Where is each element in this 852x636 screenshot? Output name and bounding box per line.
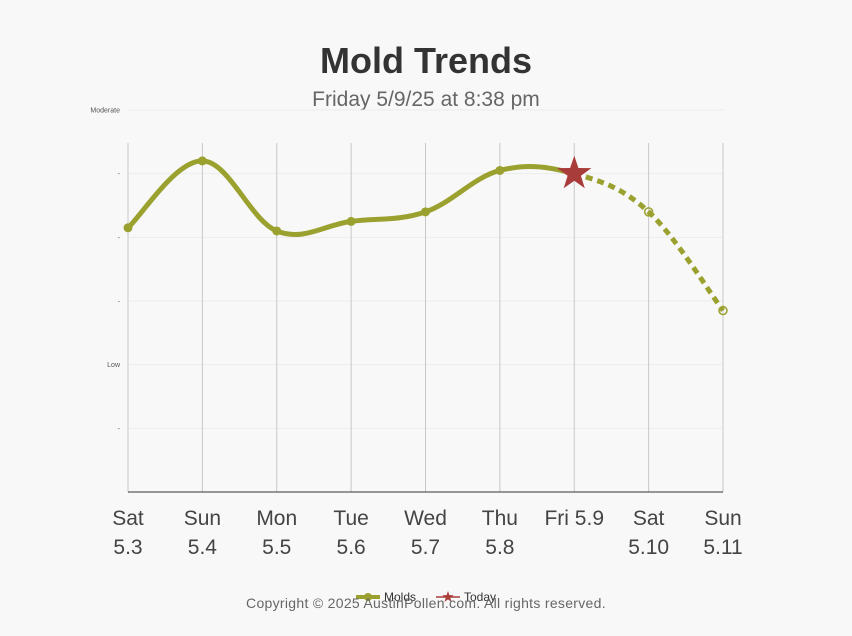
data-point <box>495 165 505 175</box>
x-tick-date: 5.4 <box>188 536 218 559</box>
x-tick-date: 5.5 <box>262 536 291 559</box>
copyright-notice: Copyright © 2025 AustinPollen.com. All r… <box>246 595 606 611</box>
x-tick-label: Sun <box>704 507 741 530</box>
today-marker <box>557 155 592 189</box>
x-tick-date: 5.3 <box>113 536 142 559</box>
x-tick-date: 5.10 <box>628 536 669 559</box>
x-tick-label: Wed <box>404 507 447 530</box>
data-point <box>421 207 430 217</box>
x-tick-label: Thu <box>482 507 518 530</box>
y-tick-label: - <box>118 235 121 242</box>
x-tick-date: 5.8 <box>485 536 514 559</box>
forecast-point <box>643 207 654 217</box>
x-tick-label: Mon <box>256 507 297 530</box>
data-point <box>272 226 282 236</box>
legend-molds-point <box>364 593 372 601</box>
data-point <box>346 216 356 226</box>
x-tick-date: 5.6 <box>337 536 366 559</box>
legend-today-star-icon <box>442 591 454 602</box>
today-star-icon <box>557 155 592 189</box>
forecast-point <box>718 305 728 316</box>
series-molds-points <box>123 156 728 316</box>
chart-legend: Molds Today <box>356 590 496 604</box>
x-tick-label: Sun <box>184 507 221 530</box>
y-tick-label: - <box>118 299 121 306</box>
chart-title: Mold Trends <box>319 40 532 81</box>
series-line-forecast <box>573 171 725 313</box>
x-tick-label: Tue <box>333 507 368 530</box>
legend-molds-label: Molds <box>384 590 416 604</box>
chart-subtitle: Friday 5/9/25 at 8:38 pm <box>312 88 540 111</box>
x-tick-label: Sat <box>112 507 144 530</box>
y-tick-label: Low <box>107 362 121 369</box>
legend-today-label: Today <box>464 590 496 604</box>
y-tick-label: - <box>118 171 121 178</box>
x-tick-label: Fri 5.9 <box>544 507 604 530</box>
y-axis-labels: Moderate - - - Low - <box>90 108 121 433</box>
x-tick-date: 5.11 <box>703 536 742 559</box>
data-point <box>123 223 133 233</box>
vertical-gridlines <box>127 143 724 492</box>
y-tick-label: - <box>118 426 121 433</box>
x-tick-date: 5.7 <box>411 536 440 559</box>
x-axis-labels: Sat 5.3 Sun 5.4 Mon 5.5 Tue 5.6 Wed 5.7 Thu 5.8 Fri … <box>112 507 742 559</box>
x-tick-label: Sat <box>633 507 665 530</box>
y-tick-label: Moderate <box>90 108 120 115</box>
data-point <box>197 156 207 166</box>
